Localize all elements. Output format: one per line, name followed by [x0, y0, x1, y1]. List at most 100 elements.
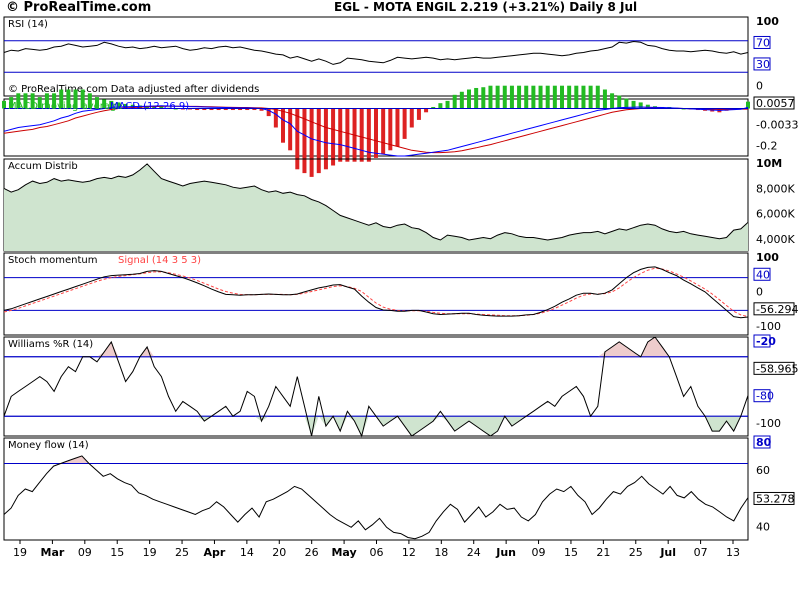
panel-frame — [3, 336, 749, 437]
site-brand: © ProRealTime.com — [6, 0, 152, 15]
macd-histogram-bar — [16, 93, 21, 109]
macd-histogram-bar — [9, 97, 14, 109]
panel-title: Stoch momentum — [8, 255, 98, 266]
axis-tick-label: 0 — [756, 286, 763, 299]
panel-frame — [3, 252, 749, 336]
macd-histogram-bar — [624, 98, 629, 109]
macd-histogram-bar — [517, 85, 522, 109]
x-axis-label: 24 — [467, 546, 481, 559]
macd-histogram-bar — [374, 108, 378, 158]
x-axis-label: Apr — [204, 546, 226, 559]
macd-histogram-bar — [574, 85, 579, 109]
panel-2 — [3, 158, 749, 252]
stoch-line — [3, 266, 749, 319]
macd-histogram-bar — [252, 108, 257, 111]
macd-histogram-bar — [610, 93, 615, 109]
axis-tick-label: 40 — [756, 268, 770, 281]
money-flow-line — [3, 455, 749, 540]
macd-histogram-bar — [295, 108, 300, 170]
macd-histogram-bar — [588, 85, 593, 109]
level-badge — [753, 334, 771, 348]
macd-histogram-bar — [223, 108, 228, 111]
macd-histogram-bar — [467, 89, 471, 109]
macd-histogram-bar — [152, 106, 157, 109]
macd-histogram-bar — [567, 85, 572, 109]
macd-histogram-bar — [230, 108, 235, 111]
macd-histogram-bar — [395, 108, 400, 147]
macd-histogram-bar — [474, 87, 479, 109]
axis-tick-label: -0.0033 — [756, 118, 798, 131]
x-axis-label: 14 — [240, 546, 254, 559]
macd-histogram-bar — [109, 100, 114, 109]
x-axis-label: 06 — [370, 546, 384, 559]
last-value-label: 0.0057 — [756, 97, 795, 110]
macd-histogram-bar — [288, 108, 293, 151]
macd-histogram-bar — [502, 85, 507, 109]
axis-tick-label: 70 — [756, 36, 770, 49]
x-axis-label: 19 — [143, 546, 157, 559]
last-value-badge — [753, 491, 795, 505]
axis-tick-label: 60 — [756, 464, 770, 477]
macd-histogram-bar — [73, 89, 78, 109]
macd-histogram-bar — [302, 108, 307, 174]
macd-histogram-bar — [159, 106, 164, 109]
macd-histogram-bar — [52, 93, 57, 109]
macd-histogram-bar — [617, 95, 622, 109]
macd-histogram-bar — [638, 102, 643, 109]
macd-histogram-bar — [388, 108, 393, 151]
macd-histogram-bar — [95, 97, 99, 109]
x-axis-label: 25 — [175, 546, 189, 559]
x-axis-label: 15 — [564, 546, 578, 559]
panel-0 — [3, 16, 749, 97]
macd-histogram-bar — [602, 89, 607, 109]
macd-histogram-bar — [438, 103, 443, 109]
x-axis-label: 09 — [532, 546, 546, 559]
macd-histogram-bar — [459, 91, 464, 109]
last-value-badge — [753, 302, 795, 316]
axis-tick-label: 100 — [756, 251, 779, 264]
axis-tick-label: 40 — [756, 521, 770, 534]
last-value-label: -56.294 — [756, 303, 798, 316]
panel-title: RSI (14) — [8, 19, 48, 30]
macd-histogram-bar — [595, 85, 600, 109]
last-value-label: -58.965 — [756, 362, 798, 375]
macd-histogram-bar — [402, 108, 407, 139]
macd-histogram-bar — [746, 101, 750, 109]
panel-note: © ProRealTime.com Data adjusted after di… — [8, 84, 259, 95]
macd-histogram-bar — [538, 85, 543, 109]
axis-tick-label: 4,000K — [756, 233, 795, 246]
macd-histogram-bar — [509, 85, 514, 109]
macd-histogram-bar — [560, 85, 564, 109]
x-axis-label: 15 — [110, 546, 124, 559]
macd-histogram-bar — [59, 89, 64, 109]
axis-tick-label: 30 — [756, 58, 770, 71]
axis-tick-label: 0 — [756, 79, 763, 92]
axis-tick-label: -0.2 — [756, 140, 777, 153]
macd-signal-line — [3, 105, 748, 154]
axis-tick-label: 100 — [756, 15, 779, 28]
macd-histogram-bar — [102, 99, 107, 109]
macd-histogram-bar — [431, 106, 436, 109]
panel-title: Williams %R (14) — [8, 339, 93, 350]
level-badge — [753, 267, 771, 281]
macd-histogram-bar — [381, 108, 386, 155]
panel-frame — [3, 437, 749, 541]
x-axis-label: 20 — [272, 546, 286, 559]
macd-histogram-bar — [209, 108, 214, 111]
macd-histogram-bar — [581, 85, 586, 109]
last-value-label: 53.278 — [756, 492, 795, 505]
x-axis-label: 13 — [726, 546, 740, 559]
level-badge — [753, 57, 771, 71]
level-badge — [753, 35, 771, 49]
macd-histogram-bar — [23, 93, 28, 109]
macd-histogram-bar — [331, 108, 336, 166]
level-badge — [753, 389, 771, 403]
x-axis-label: May — [331, 546, 356, 559]
macd-legend-partial: MACD moving average — [8, 101, 123, 112]
x-axis-label: 21 — [596, 546, 610, 559]
last-value-badge — [753, 96, 795, 110]
x-axis-label: Jun — [495, 546, 516, 559]
macd-histogram-bar — [524, 85, 529, 109]
macd-histogram-bar — [645, 104, 650, 109]
